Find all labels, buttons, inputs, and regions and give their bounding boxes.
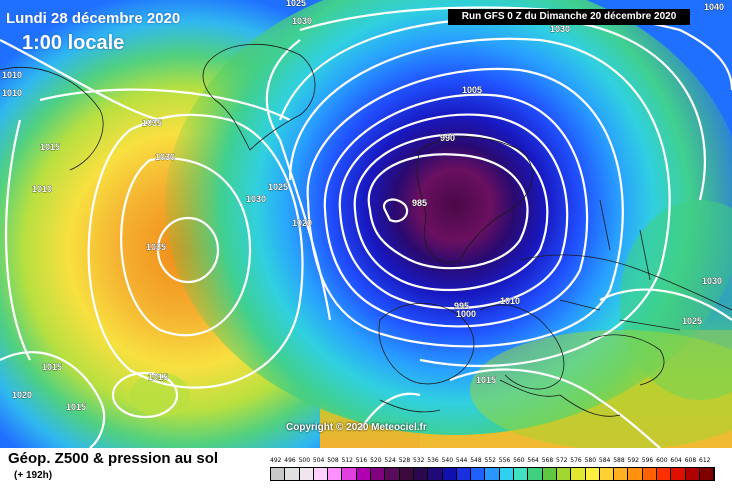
forecast-time: 1:00 locale xyxy=(22,32,125,54)
scale-tick-label: 520 xyxy=(370,457,382,464)
weather-map: 1025 1030 1010 1010 1035 1030 1015 1010 … xyxy=(0,0,732,448)
scale-tick-label: 524 xyxy=(384,457,396,464)
scale-swatch xyxy=(371,468,386,480)
scale-tick-label: 608 xyxy=(684,457,697,464)
forecast-date: Lundi 28 décembre 2020 xyxy=(6,10,181,27)
isobar-label: 1015 xyxy=(42,362,62,372)
isobar-label: 1020 xyxy=(12,390,32,400)
scale-tick-label: 560 xyxy=(513,457,525,464)
scale-swatch xyxy=(542,468,557,480)
scale-tick-label: 528 xyxy=(398,457,411,464)
forecast-offset: (+ 192h) xyxy=(14,470,53,481)
scale-swatch xyxy=(399,468,414,480)
isobar-label: 1020 xyxy=(292,218,312,228)
scale-swatch xyxy=(657,468,672,480)
copyright-text: Copyright © 2020 Meteociel.fr xyxy=(286,422,427,433)
isobar-label: 1005 xyxy=(462,85,482,95)
isobar-label: 1010 xyxy=(500,296,520,306)
isobar-label: 1030 xyxy=(292,16,312,26)
scale-tick-label: 516 xyxy=(355,457,368,464)
scale-swatch xyxy=(499,468,515,480)
scale-tick-label: 552 xyxy=(484,457,496,464)
scale-swatch xyxy=(671,468,686,480)
scale-tick-label: 556 xyxy=(498,457,511,464)
scale-tick-label: 588 xyxy=(613,457,625,464)
scale-tick-label: 500 xyxy=(298,457,311,464)
isobar-label: 995 xyxy=(454,301,469,311)
isobar-label: 1010 xyxy=(2,88,22,98)
scale-swatch xyxy=(285,468,300,480)
isobar-label: 1015 xyxy=(40,142,60,152)
scale-tick-label: 540 xyxy=(441,457,454,464)
scale-swatch xyxy=(528,468,543,480)
isobar-label: 1025 xyxy=(268,182,288,192)
scale-tick-label: 612 xyxy=(699,457,711,464)
scale-tick-label: 576 xyxy=(570,457,582,464)
scale-tick-label: 544 xyxy=(455,457,468,464)
isobar-label: 1000 xyxy=(456,309,476,319)
run-info: Run GFS 0 Z du Dimanche 20 décembre 2020 xyxy=(448,9,690,25)
color-scale: 492 496 500 504 508 512 516 520 524 528 532 536 540 5… xyxy=(270,457,716,483)
scale-tick-label: 504 xyxy=(312,457,325,464)
scale-swatch xyxy=(699,468,715,480)
isobar-label: 1030 xyxy=(155,152,175,162)
scale-tick-label: 568 xyxy=(541,457,554,464)
scale-tick-label: 572 xyxy=(556,457,568,464)
scale-tick-label: 512 xyxy=(341,457,353,464)
scale-tick-label: 596 xyxy=(641,457,654,464)
scale-swatch xyxy=(271,468,286,480)
scale-tick-label: 600 xyxy=(656,457,668,464)
scale-swatch xyxy=(313,468,329,480)
scale-tick-label: 548 xyxy=(470,457,482,464)
scale-tick-label: 496 xyxy=(284,457,296,464)
isobar-label: 1040 xyxy=(704,2,724,12)
scale-swatch xyxy=(642,468,658,480)
isobar-label: 985 xyxy=(412,198,427,208)
scale-swatch xyxy=(599,468,615,480)
scale-swatch xyxy=(628,468,643,480)
scale-swatch xyxy=(385,468,400,480)
scale-swatch xyxy=(342,468,357,480)
isobar-label: 1030 xyxy=(246,194,266,204)
scale-swatch xyxy=(299,468,314,480)
scale-tick-label: 492 xyxy=(270,457,282,464)
isobar-label: 1035 xyxy=(142,118,162,128)
scale-swatches xyxy=(270,467,716,481)
scale-swatch xyxy=(328,468,343,480)
scale-tick-label: 580 xyxy=(584,457,597,464)
isobar-label: 1035 xyxy=(146,242,166,252)
scale-swatch xyxy=(685,468,700,480)
scale-swatch xyxy=(456,468,472,480)
isobar-label: 1015 xyxy=(476,375,496,385)
scale-swatch xyxy=(471,468,486,480)
isobar-label: 1015 xyxy=(148,372,168,382)
variable-title: Géop. Z500 & pression au sol xyxy=(8,450,219,467)
scale-swatch xyxy=(356,468,372,480)
legend-bar: Géop. Z500 & pression au sol (+ 192h) 49… xyxy=(0,448,732,488)
isobar-label: 1015 xyxy=(66,402,86,412)
scale-swatch xyxy=(556,468,572,480)
scale-tick-label: 592 xyxy=(627,457,639,464)
scale-swatch xyxy=(442,468,457,480)
scale-swatch xyxy=(614,468,629,480)
isobar-label: 1025 xyxy=(682,316,702,326)
scale-swatch xyxy=(571,468,586,480)
isobar-label: 1030 xyxy=(702,276,722,286)
isobar-label: 1010 xyxy=(32,184,52,194)
scale-tick-label: 564 xyxy=(527,457,539,464)
scale-swatch xyxy=(585,468,600,480)
scale-tick-label: 532 xyxy=(413,457,425,464)
isobar-label: 1025 xyxy=(286,0,306,8)
scale-tick-label: 584 xyxy=(598,457,611,464)
scale-swatch xyxy=(413,468,429,480)
scale-swatch xyxy=(428,468,443,480)
scale-tick-label: 536 xyxy=(427,457,439,464)
isobar-label: 1030 xyxy=(550,24,570,34)
isobar-label: 1010 xyxy=(2,70,22,80)
isobar-label: 990 xyxy=(440,133,455,143)
scale-tick-label: 508 xyxy=(327,457,339,464)
scale-tick-label: 604 xyxy=(670,457,682,464)
scale-swatch xyxy=(514,468,529,480)
scale-swatch xyxy=(485,468,500,480)
